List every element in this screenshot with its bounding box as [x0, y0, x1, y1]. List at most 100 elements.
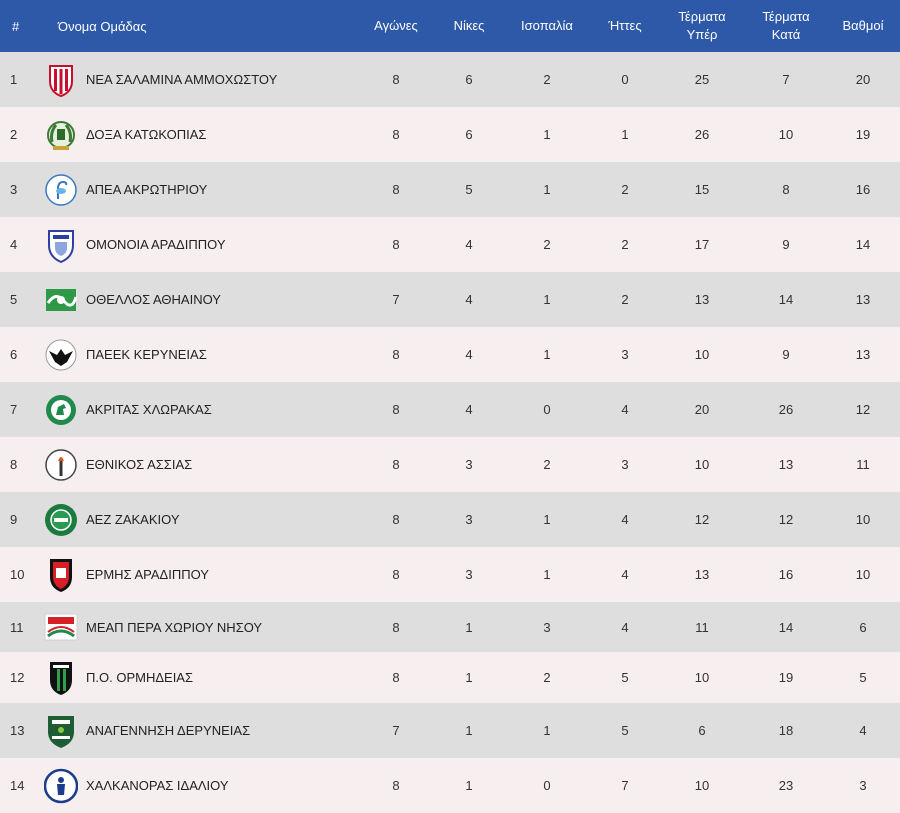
header-goals-for: Τέρματα Υπέρ — [658, 0, 746, 52]
rank-cell: 10 — [10, 567, 25, 582]
team-name: ΑΠΕΑ ΑΚΡΩΤΗΡΙΟΥ — [86, 182, 208, 197]
played-cell: 7 — [392, 723, 400, 738]
losses-cell: 4 — [621, 402, 629, 417]
points-cell: 16 — [855, 182, 871, 197]
team-cell: ΑΝΑΓΕΝΝΗΣΗ ΔΕΡΥΝΕΙΑΣ — [44, 703, 356, 758]
team-name: ΕΘΝΙΚΟΣ ΑΣΣΙΑΣ — [86, 457, 193, 472]
goals-for-cell: 10 — [694, 457, 710, 472]
losses-cell: 5 — [621, 723, 629, 738]
header-rank: # — [12, 18, 20, 34]
crest-green-wreath-icon — [44, 116, 78, 154]
goals-against-cell: 12 — [778, 512, 794, 527]
shield-dark-green-icon — [44, 712, 78, 750]
team-cell: ΟΘΕΛΛΟΣ ΑΘΗΑΙΝΟΥ — [44, 272, 356, 327]
header-goals-against: Τέρματα Κατά — [746, 0, 826, 52]
team-name: ΠΑΕΕΚ ΚΕΡΥΝΕΙΑΣ — [86, 347, 207, 362]
points-cell: 5 — [859, 670, 867, 685]
header-goals-against-line1: Τέρματα — [762, 9, 810, 24]
team-cell: Π.Ο. ΟΡΜΗΔΕΙΑΣ — [44, 652, 356, 703]
header-wins: Νίκες — [453, 18, 485, 33]
rank-cell: 14 — [10, 778, 25, 793]
wins-cell: 3 — [465, 512, 473, 527]
played-cell: 8 — [392, 567, 400, 582]
losses-cell: 5 — [621, 670, 629, 685]
goals-for-cell: 20 — [694, 402, 710, 417]
round-black-eagle-icon — [44, 336, 78, 374]
draws-cell: 1 — [543, 723, 551, 738]
losses-cell: 3 — [621, 457, 629, 472]
round-green-aez-icon — [44, 501, 78, 539]
header-goals-for-line2: Υπέρ — [686, 27, 718, 42]
team-cell: ΟΜΟΝΟΙΑ ΑΡΑΔΙΠΠΟΥ — [44, 217, 356, 272]
team-name: Π.Ο. ΟΡΜΗΔΕΙΑΣ — [86, 670, 194, 685]
goals-for-cell: 11 — [695, 619, 709, 635]
goals-for-cell: 12 — [694, 512, 710, 527]
wins-cell: 1 — [465, 670, 473, 685]
goals-against-cell: 9 — [782, 237, 790, 252]
rank-cell: 6 — [10, 347, 18, 362]
losses-cell: 1 — [621, 127, 629, 142]
goals-for-cell: 10 — [694, 778, 710, 793]
team-name: ΑΚΡΙΤΑΣ ΧΛΩΡΑΚΑΣ — [86, 402, 212, 417]
team-cell: ΠΑΕΕΚ ΚΕΡΥΝΕΙΑΣ — [44, 327, 356, 382]
points-cell: 19 — [855, 127, 871, 142]
rank-cell: 7 — [10, 402, 18, 417]
losses-cell: 2 — [621, 292, 629, 307]
table-row: 14 ΧΑΛΚΑΝΟΡΑΣ ΙΔΑΛΙΟΥ 8 1 0 7 10 23 3 — [0, 758, 900, 813]
rank-cell: 8 — [10, 457, 18, 472]
team-name: ΑΝΑΓΕΝΝΗΣΗ ΔΕΡΥΝΕΙΑΣ — [86, 723, 251, 738]
goals-for-cell: 17 — [694, 237, 710, 252]
rank-cell: 2 — [10, 127, 18, 142]
draws-cell: 0 — [543, 778, 551, 793]
round-white-torch-icon — [44, 446, 78, 484]
draws-cell: 1 — [543, 292, 551, 307]
played-cell: 8 — [392, 778, 400, 793]
wins-cell: 4 — [465, 347, 473, 362]
team-name: ΑΕΖ ΖΑΚΑΚΙΟΥ — [86, 512, 180, 527]
goals-for-cell: 13 — [694, 292, 710, 307]
goals-for-cell: 10 — [694, 347, 710, 362]
team-cell: ΑΕΖ ΖΑΚΑΚΙΟΥ — [44, 492, 356, 547]
points-cell: 13 — [855, 292, 871, 307]
goals-for-cell: 15 — [694, 182, 710, 197]
table-row: 2 ΔΟΞΑ ΚΑΤΩΚΟΠΙΑΣ 8 6 1 1 26 10 19 — [0, 107, 900, 162]
team-name: ΕΡΜΗΣ ΑΡΑΔΙΠΠΟΥ — [86, 567, 209, 582]
rank-cell: 12 — [10, 670, 25, 685]
goals-for-cell: 10 — [694, 670, 710, 685]
badge-green-wave-icon — [44, 281, 78, 319]
team-name: ΝΕΑ ΣΑΛΑΜΙΝΑ ΑΜΜΟΧΩΣΤΟΥ — [86, 72, 278, 87]
team-cell: ΕΘΝΙΚΟΣ ΑΣΣΙΑΣ — [44, 437, 356, 492]
team-cell: ΑΠΕΑ ΑΚΡΩΤΗΡΙΟΥ — [44, 162, 356, 217]
table-row: 7 ΑΚΡΙΤΑΣ ΧΛΩΡΑΚΑΣ 8 4 0 4 20 26 12 — [0, 382, 900, 437]
goals-against-cell: 13 — [778, 457, 794, 472]
draws-cell: 3 — [543, 619, 551, 635]
round-green-horse-icon — [44, 391, 78, 429]
points-cell: 10 — [855, 567, 871, 582]
wins-cell: 1 — [465, 723, 473, 738]
draws-cell: 0 — [543, 402, 551, 417]
table-row: 12 Π.Ο. ΟΡΜΗΔΕΙΑΣ 8 1 2 5 10 19 5 — [0, 652, 900, 703]
wins-cell: 1 — [465, 778, 473, 793]
table-row: 13 ΑΝΑΓΕΝΝΗΣΗ ΔΕΡΥΝΕΙΑΣ 7 1 1 5 6 18 4 — [0, 703, 900, 758]
table-row: 3 ΑΠΕΑ ΑΚΡΩΤΗΡΙΟΥ 8 5 1 2 15 8 16 — [0, 162, 900, 217]
team-name: ΔΟΞΑ ΚΑΤΩΚΟΠΙΑΣ — [86, 127, 207, 142]
table-row: 4 ΟΜΟΝΟΙΑ ΑΡΑΔΙΠΠΟΥ 8 4 2 2 17 9 14 — [0, 217, 900, 272]
header-losses: Ήττες — [608, 18, 642, 33]
goals-against-cell: 10 — [778, 127, 794, 142]
wins-cell: 3 — [465, 457, 473, 472]
played-cell: 8 — [392, 237, 400, 252]
goals-for-cell: 25 — [694, 72, 710, 87]
table-row: 9 ΑΕΖ ΖΑΚΑΚΙΟΥ 8 3 1 4 12 12 10 — [0, 492, 900, 547]
wins-cell: 4 — [465, 402, 473, 417]
shield-black-green-stripes-icon — [44, 659, 78, 697]
team-cell: ΕΡΜΗΣ ΑΡΑΔΙΠΠΟΥ — [44, 547, 356, 602]
shield-red-black-icon — [44, 556, 78, 594]
table-row: 11 ΜΕΑΠ ΠΕΡΑ ΧΩΡΙΟΥ ΝΗΣΟΥ 8 1 3 4 11 14 6 — [0, 602, 900, 652]
goals-for-cell: 26 — [694, 127, 710, 142]
losses-cell: 2 — [621, 182, 629, 197]
shield-blue-white-icon — [44, 226, 78, 264]
draws-cell: 2 — [543, 237, 551, 252]
played-cell: 8 — [392, 670, 400, 685]
points-cell: 13 — [855, 347, 871, 362]
